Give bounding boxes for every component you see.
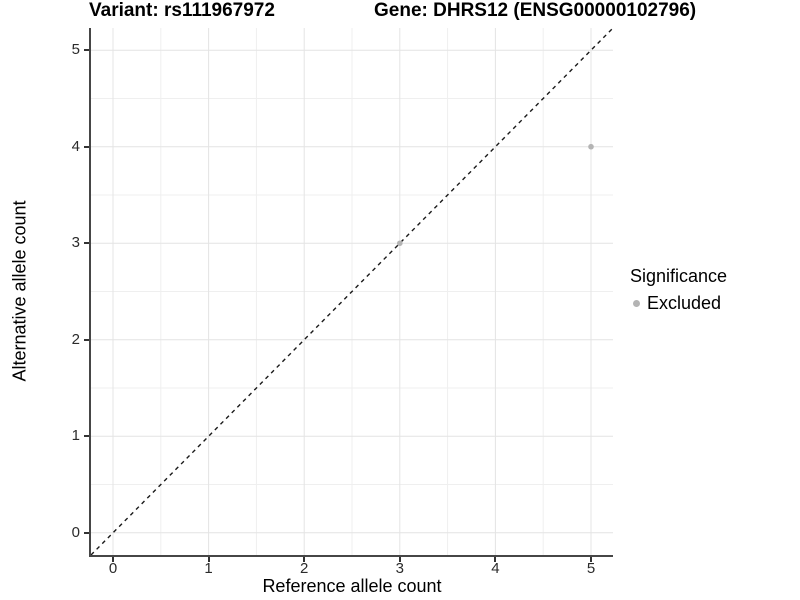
y-axis-tick-label: 5	[71, 41, 80, 59]
x-axis-tick-label: 5	[586, 560, 596, 577]
data-point	[588, 143, 594, 150]
plot-title-gene: Gene: DHRS12 (ENSG00000102796)	[374, 0, 697, 21]
x-axis-tick	[494, 557, 497, 562]
legend-key	[630, 297, 643, 310]
y-axis-tick-label: 3	[71, 234, 80, 252]
x-axis-tick-label: 4	[491, 560, 500, 577]
x-axis-tick-label: 3	[395, 560, 404, 577]
y-axis-tick	[84, 49, 89, 52]
y-axis-tick-label: 0	[71, 523, 80, 541]
y-axis-tick-label: 1	[71, 427, 80, 445]
x-axis-tick	[590, 557, 592, 562]
y-axis-tick	[84, 531, 89, 534]
x-axis-tick	[398, 557, 401, 562]
y-axis-title: Alternative allele count	[9, 200, 30, 382]
plot-canvas	[91, 28, 613, 555]
y-axis-tick-label: 2	[71, 330, 80, 348]
x-axis-tick	[303, 557, 306, 562]
legend-point-icon	[633, 300, 640, 307]
x-axis-tick-label: 0	[108, 560, 118, 577]
y-axis-tick	[84, 242, 89, 245]
x-axis-tick	[111, 557, 114, 562]
legend-entry-excluded: Excluded	[630, 293, 727, 314]
identity-reference-line	[91, 28, 613, 555]
legend: Significance Excluded	[630, 266, 727, 314]
legend-entry-label: Excluded	[647, 293, 722, 313]
legend-title: Significance	[630, 266, 728, 286]
plot-title-variant: Variant: rs111967972	[89, 0, 275, 21]
x-axis-tick-label: 2	[300, 560, 309, 577]
y-axis-tick	[84, 145, 89, 148]
x-axis-tick-label: 1	[204, 560, 213, 577]
x-axis-title: Reference allele count	[262, 576, 442, 596]
data-point	[397, 240, 403, 247]
x-axis-tick	[207, 557, 210, 562]
y-axis-tick	[84, 435, 89, 438]
y-axis-tick	[84, 338, 89, 341]
y-axis-tick-label: 4	[71, 137, 80, 155]
plot-panel	[89, 28, 613, 557]
